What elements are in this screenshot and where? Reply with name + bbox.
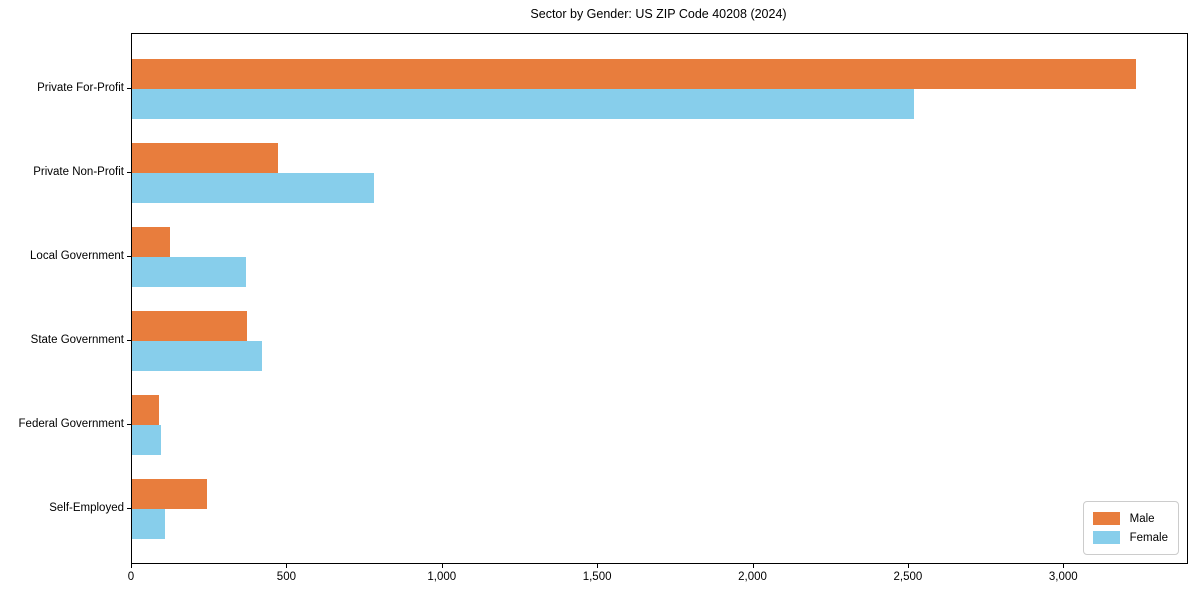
x-tick-label: 1,500 (582, 571, 612, 583)
y-tick (127, 424, 131, 425)
y-axis-label: Self-Employed (49, 502, 124, 514)
bar-male-6 (132, 479, 207, 509)
x-tick (1063, 564, 1065, 568)
x-tick (131, 564, 132, 568)
y-axis-label: Local Government (30, 250, 124, 262)
x-tick (286, 564, 288, 568)
x-tick-label: 2,500 (893, 571, 923, 583)
y-tick (127, 172, 131, 173)
y-tick (127, 508, 131, 509)
male-series-swatch (1092, 512, 1120, 525)
x-tick-label: 500 (276, 571, 296, 583)
x-tick-label: 2,000 (738, 571, 767, 583)
bar-female-3 (132, 257, 246, 287)
y-axis-label: Private For-Profit (37, 82, 124, 94)
x-tick (907, 564, 909, 568)
chart-title: Sector by Gender: US ZIP Code 40208 (202… (530, 7, 787, 21)
legend-label-female: Female (1129, 531, 1168, 544)
bar-female-4 (132, 341, 262, 371)
bar-female-6 (132, 509, 165, 539)
bar-female-5 (132, 425, 162, 455)
legend-label-male: Male (1129, 512, 1155, 525)
plot-area: Male Female (131, 33, 1188, 564)
y-tick (127, 340, 131, 341)
x-tick (597, 564, 599, 568)
y-axis-label: Federal Government (18, 418, 124, 430)
y-axis-label: State Government (30, 334, 124, 346)
x-tick-label: 1,000 (427, 571, 457, 583)
legend: Male Female (1082, 501, 1179, 555)
bar-male-5 (132, 395, 160, 425)
x-tick-label: 0 (127, 571, 135, 583)
bar-male-3 (132, 227, 170, 257)
bar-male-2 (132, 143, 279, 173)
legend-item-female: Female (1092, 528, 1168, 547)
x-tick-label: 3,000 (1048, 571, 1078, 583)
x-tick (441, 564, 443, 568)
y-axis-label: Private Non-Profit (33, 166, 124, 178)
y-tick (127, 88, 131, 89)
bar-male-1 (132, 59, 1136, 89)
bar-female-2 (132, 173, 375, 203)
y-tick (127, 256, 131, 257)
x-tick (752, 564, 754, 568)
legend-item-male: Male (1092, 509, 1168, 528)
bar-male-4 (132, 311, 247, 341)
bar-female-1 (132, 89, 914, 119)
female-series-swatch (1092, 531, 1120, 544)
